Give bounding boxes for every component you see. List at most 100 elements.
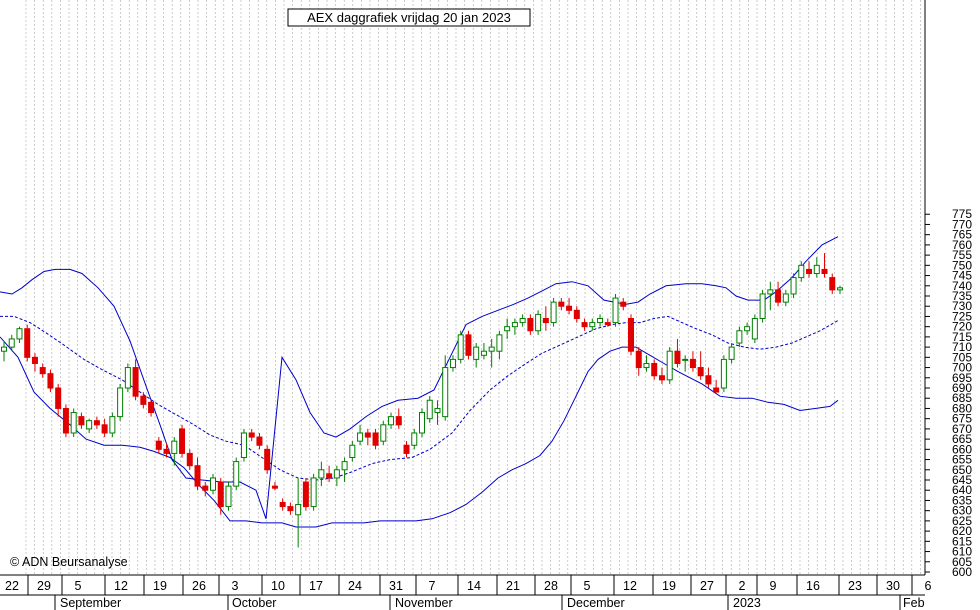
y-tick-label: 700 [952,361,972,375]
candle-body [132,367,139,397]
x-tick-label: 12 [114,579,128,593]
x-tick-label: 27 [700,579,714,593]
candle [171,437,178,466]
candle [527,314,534,335]
candle-body [155,440,162,450]
candle [821,253,828,278]
candle [364,428,371,446]
axes [0,0,926,596]
candle-body [210,477,216,491]
candle [488,338,495,368]
candle-body [240,432,247,459]
candle [682,355,689,372]
y-tick-label: 640 [952,483,972,497]
candle-body [813,264,820,275]
candle-body [473,346,480,360]
candle-body [674,350,681,364]
candle [163,443,170,458]
candle-body [620,301,627,307]
candle [349,441,356,462]
candle-body [233,461,240,487]
candle [318,461,325,487]
candle [573,306,580,323]
candle-body [449,358,456,369]
candle-body [395,416,402,426]
candle [388,412,395,429]
candle [744,322,751,335]
candle-body [697,367,704,377]
candle-body [658,375,665,381]
candle [759,289,766,323]
x-tick-label: 3 [232,579,239,593]
candle-body [62,407,69,434]
candle [635,347,642,376]
candle [86,418,93,433]
x-tick-label: 17 [309,579,323,593]
candle [39,363,46,378]
candle-body [302,481,309,508]
x-tick-label: 30 [886,579,900,593]
candle [233,457,240,491]
y-tick-label: 765 [952,228,972,242]
y-tick-label: 690 [952,381,972,395]
candle-body [651,362,658,377]
y-tick-label: 630 [952,504,972,518]
candle [713,379,720,393]
y-tick-label: 730 [952,299,972,313]
candle-body [148,401,155,414]
x-tick-label: 7 [429,579,436,593]
x-tick-label: 14 [467,579,481,593]
candle [798,261,805,282]
candle [806,261,813,278]
candle-body [480,350,487,356]
y-tick-label: 755 [952,248,972,262]
candle-body [558,301,565,307]
candle [419,408,425,438]
candle [457,330,464,364]
candle-body [202,485,209,491]
x-tick-label: 19 [153,579,167,593]
candle [496,330,503,360]
x-tick-label: 9 [770,579,777,593]
candle [124,363,131,393]
chart-title: AEX daggrafiek vrijdag 20 jan 2023 [307,10,511,25]
candle [558,298,565,311]
y-tick-label: 775 [952,207,972,221]
candle-body [720,358,727,389]
candle-body [457,334,464,360]
candle [736,326,743,348]
candle [620,298,627,311]
candle-body [728,346,735,360]
x-tick-label: 2 [739,579,746,593]
candle [333,465,340,487]
candle-body [380,424,387,442]
candle-body [790,277,797,295]
candle [767,281,774,311]
candle-body [47,373,54,389]
candle-body [217,481,224,508]
y-tick-label: 650 [952,463,972,477]
candle-body [8,338,15,348]
candle [117,383,124,421]
y-tick-label: 705 [952,350,972,364]
candle [287,502,294,515]
candle [751,314,758,344]
candle-body [759,293,766,319]
candle-body [225,485,232,508]
candle-body [194,465,201,487]
candle [47,369,54,393]
candle-body [821,268,828,275]
candle [240,428,247,462]
candle-body [426,399,433,420]
candle [279,498,286,511]
candle-body [782,293,789,303]
candle [24,324,31,362]
x-tick-label: 10 [271,579,285,593]
candle [70,408,77,438]
y-tick-label: 625 [952,514,972,528]
y-tick-label: 680 [952,401,972,415]
candle-body [411,432,418,446]
candle [542,306,549,331]
candle-body [581,322,588,328]
